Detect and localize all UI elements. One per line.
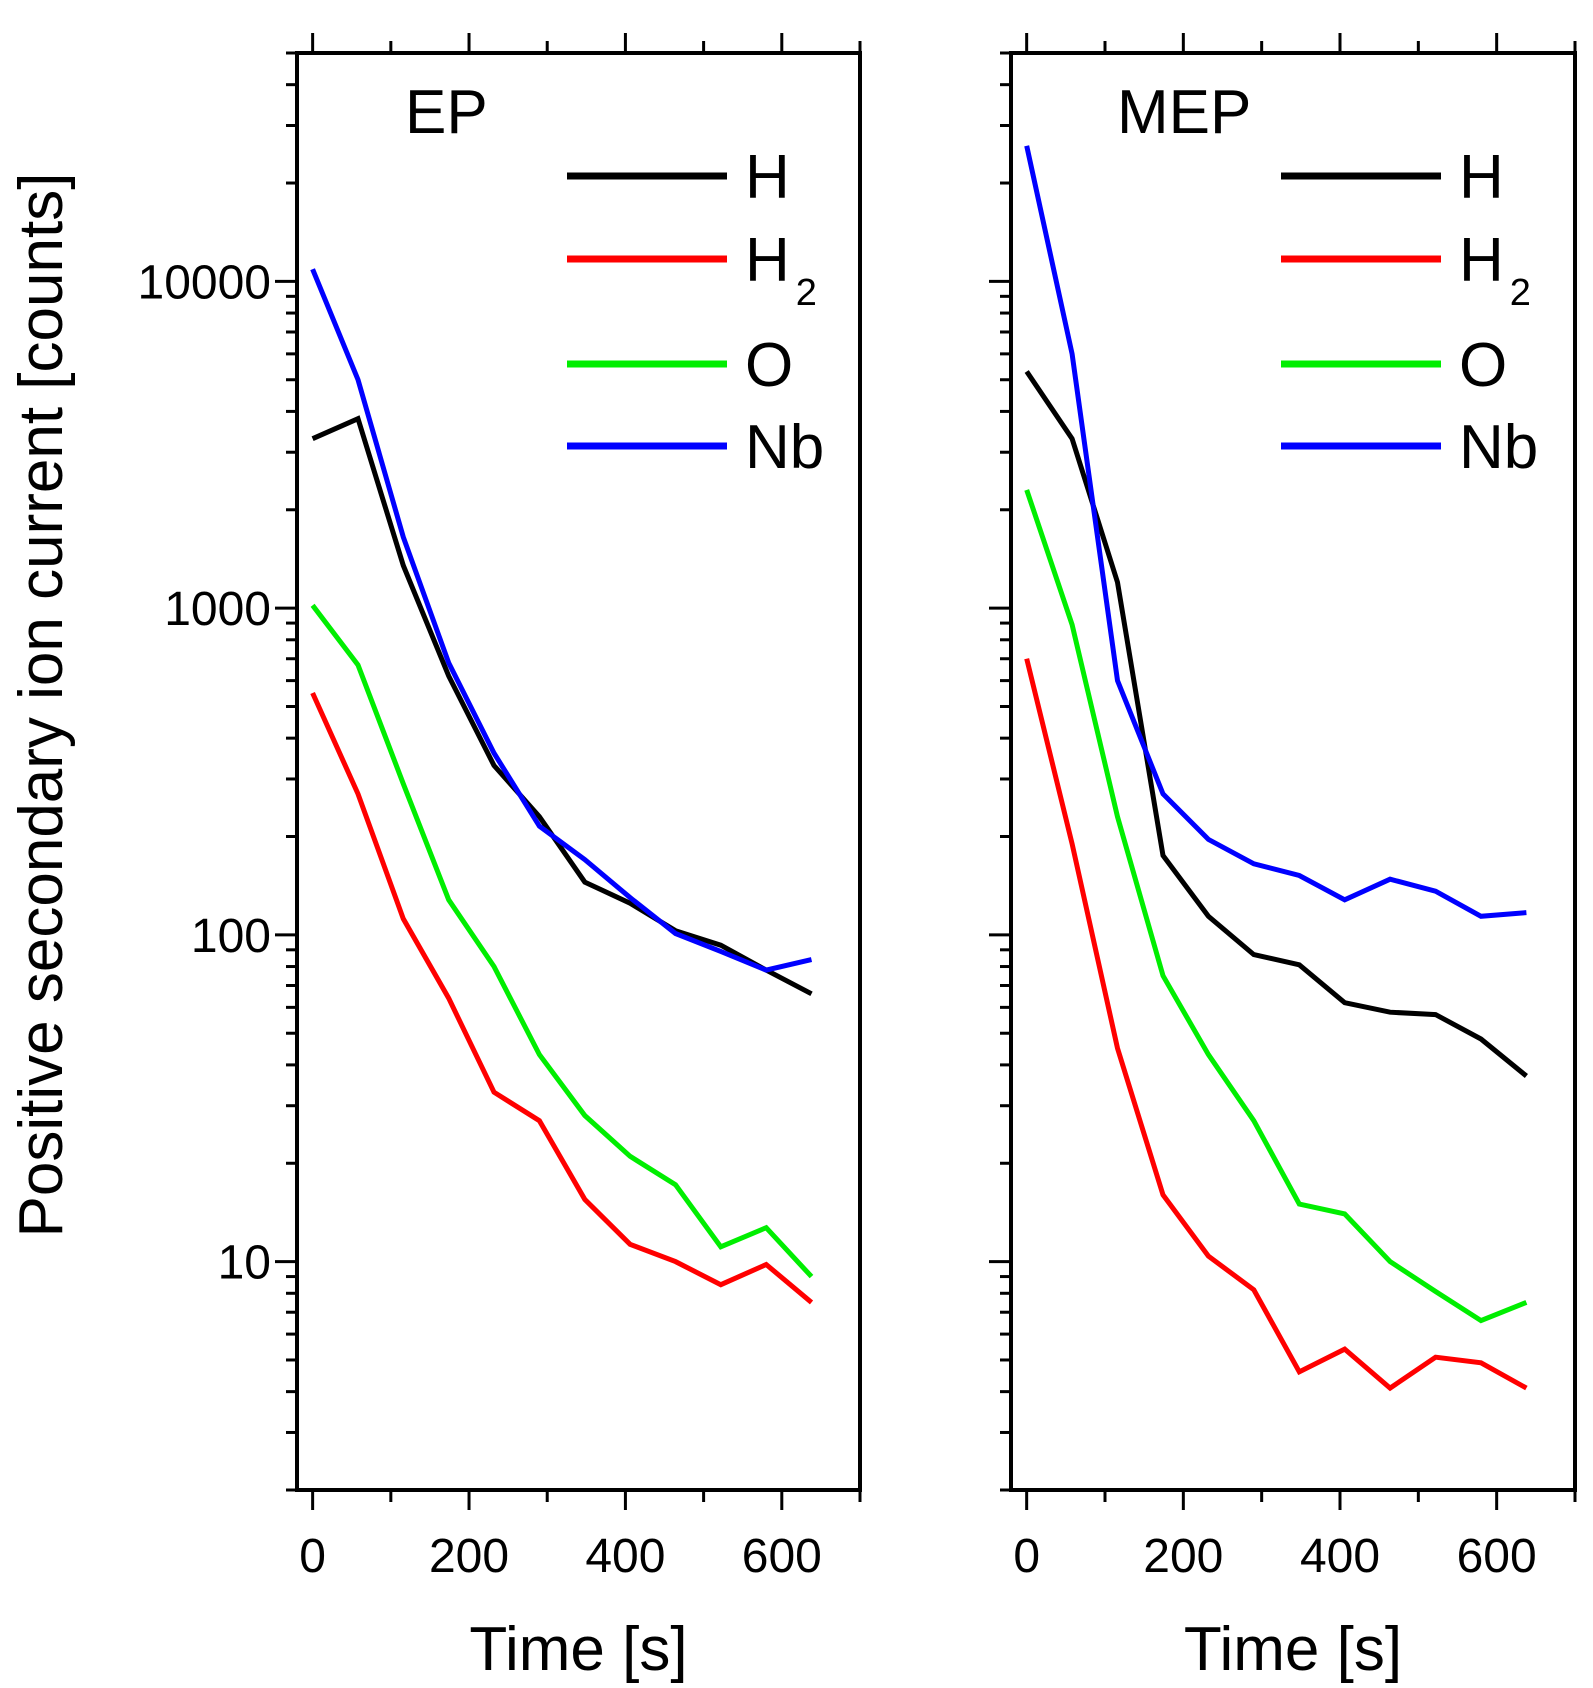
y-tick-label: 10000 (138, 256, 271, 309)
legend-label-o: O (745, 331, 793, 400)
x-axis-label-mep: Time [s] (1184, 1615, 1402, 1684)
y-axis-label: Positive secondary ion current [counts] (7, 173, 76, 1238)
y-tick-label: 100 (191, 910, 271, 963)
legend-label-sub: 2 (796, 272, 817, 314)
legend-label-nb: Nb (1459, 413, 1538, 482)
x-tick-label: 0 (299, 1530, 326, 1583)
legend-label-nb: Nb (745, 413, 824, 482)
x-tick-label: 200 (1143, 1530, 1223, 1583)
series-line-ep-o (310, 603, 814, 1279)
series-line-mep-h (1024, 370, 1528, 1078)
x-tick-label: 200 (429, 1530, 509, 1583)
legend-label-h2: H (745, 226, 790, 295)
series-line-ep-nb (310, 268, 813, 973)
panel-title-ep: EP (405, 78, 488, 147)
series-line-mep-h2 (1024, 658, 1528, 1392)
panel-title-mep: MEP (1117, 78, 1251, 147)
x-tick-label: 400 (1300, 1530, 1380, 1583)
series-line-ep-h2 (310, 691, 814, 1305)
legend-label-o: O (1459, 331, 1507, 400)
plot-frame-mep (1009, 51, 1577, 1492)
series-line-ep-h (311, 415, 813, 997)
legend-label-sub: 2 (1510, 272, 1531, 314)
x-tick-label: 0 (1013, 1530, 1040, 1583)
y-tick-label: 1000 (164, 583, 271, 636)
legend-label-h: H (1459, 143, 1504, 212)
x-axis-label-ep: Time [s] (469, 1615, 687, 1684)
legend-label-h2: H (1459, 226, 1504, 295)
plot-frame-ep (295, 51, 862, 1492)
x-tick-label: 600 (1457, 1530, 1537, 1583)
legend-label-h: H (745, 143, 790, 212)
series-line-mep-nb (1024, 145, 1527, 919)
y-tick-label: 10 (218, 1237, 271, 1290)
series-line-mep-o (1024, 489, 1528, 1324)
x-tick-label: 400 (585, 1530, 665, 1583)
x-tick-label: 600 (742, 1530, 822, 1583)
